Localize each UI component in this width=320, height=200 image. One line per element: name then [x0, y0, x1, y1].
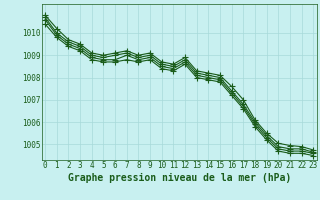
X-axis label: Graphe pression niveau de la mer (hPa): Graphe pression niveau de la mer (hPa)	[68, 173, 291, 183]
